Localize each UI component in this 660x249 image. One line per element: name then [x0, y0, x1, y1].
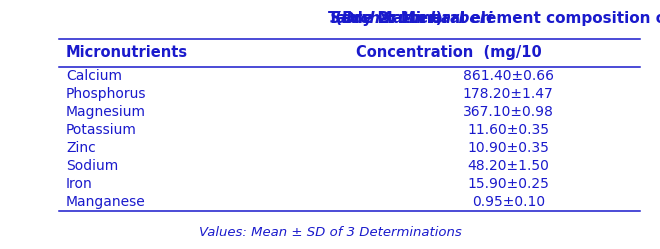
Text: 10.90±0.35: 10.90±0.35	[467, 141, 549, 155]
Text: Calcium: Calcium	[66, 69, 122, 83]
Text: Sodium: Sodium	[66, 159, 118, 173]
Text: Potassium: Potassium	[66, 123, 137, 137]
Text: Micronutrients: Micronutrients	[66, 45, 188, 61]
Text: Zinc: Zinc	[66, 141, 96, 155]
Text: 861.40±0.66: 861.40±0.66	[463, 69, 554, 83]
Text: 178.20±1.47: 178.20±1.47	[463, 87, 554, 101]
Text: Manganese: Manganese	[66, 195, 146, 209]
Text: Concentration  (mg/10: Concentration (mg/10	[356, 45, 542, 61]
Text: 11.60±0.35: 11.60±0.35	[467, 123, 549, 137]
Text: (Dry Matter): (Dry Matter)	[331, 11, 443, 26]
Text: Saccharum barberi: Saccharum barberi	[329, 11, 492, 26]
Text: Magnesium: Magnesium	[66, 105, 146, 119]
Text: 367.10±0.98: 367.10±0.98	[463, 105, 554, 119]
Text: Phosphorus: Phosphorus	[66, 87, 147, 101]
Text: Iron: Iron	[66, 177, 93, 191]
Text: 0.95±0.10: 0.95±0.10	[472, 195, 544, 209]
Text: 48.20±1.50: 48.20±1.50	[467, 159, 549, 173]
Text: Table 2: Mineral element composition of Stem Sample: Table 2: Mineral element composition of …	[329, 11, 660, 26]
Text: Values: Mean ± SD of 3 Determinations: Values: Mean ± SD of 3 Determinations	[199, 226, 461, 239]
Text: 15.90±0.25: 15.90±0.25	[467, 177, 549, 191]
